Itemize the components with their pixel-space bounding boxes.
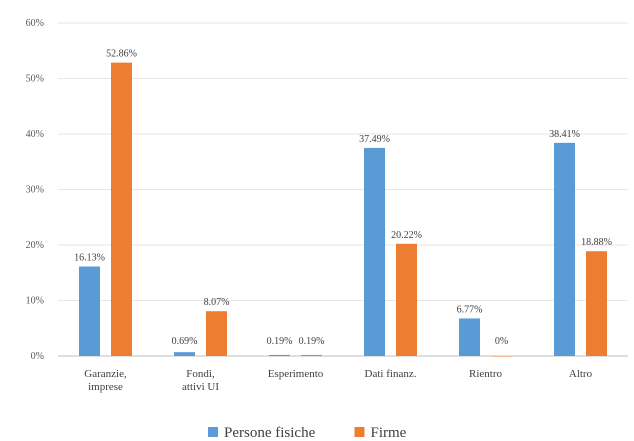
y-tick-label: 0% — [31, 351, 44, 362]
x-axis-categories: Garanzie, imprese Fondi, attivi UI Esperimen… — [84, 368, 592, 393]
x-category-line: Altro — [569, 368, 593, 380]
bar — [396, 243, 417, 356]
y-tick-label: 10% — [26, 296, 44, 307]
data-label: 18.88% — [581, 237, 612, 248]
y-tick-label: 50% — [26, 74, 44, 85]
data-label: 20.22% — [391, 230, 422, 241]
bar — [364, 147, 385, 356]
data-label: 0.19% — [267, 336, 293, 347]
legend-label: Firme — [371, 425, 407, 441]
bar — [586, 251, 607, 356]
bar — [206, 311, 227, 356]
y-axis-ticks: 0% 10% 20% 30% 40% 50% 60% — [26, 18, 44, 362]
data-label: 0.69% — [172, 336, 198, 347]
y-tick-label: 20% — [26, 240, 44, 251]
x-category-label: Fondi, attivi UI — [182, 368, 219, 393]
legend-swatch — [208, 427, 218, 437]
data-label: 16.13% — [74, 252, 105, 263]
legend: Persone fisiche Firme — [208, 425, 407, 441]
legend-swatch — [354, 427, 365, 437]
bar — [269, 354, 290, 356]
data-label: 6.77% — [457, 304, 483, 315]
data-labels: 16.13% 52.86% 0.69% 8.07% 0.19% 0.19% 37.49% 20… — [74, 49, 612, 347]
y-tick-label: 30% — [26, 185, 44, 196]
x-category-line: Rientro — [469, 368, 502, 380]
bar — [301, 354, 322, 356]
x-category-label: Rientro — [469, 368, 502, 380]
x-category-line: Esperimento — [268, 368, 324, 380]
bar — [111, 62, 132, 356]
gridlines — [58, 22, 628, 357]
data-label: 0% — [495, 336, 508, 347]
y-tick-label: 60% — [26, 18, 44, 29]
bar — [79, 266, 100, 356]
data-label: 38.41% — [549, 129, 580, 140]
bar — [174, 352, 195, 356]
x-category-label: Garanzie, imprese — [84, 368, 127, 393]
x-category-line: Dati finanz. — [365, 368, 417, 380]
legend-label: Persone fisiche — [224, 425, 316, 441]
bar — [554, 142, 575, 356]
bar — [459, 318, 480, 356]
x-category-line: attivi UI — [182, 381, 219, 393]
bar — [491, 356, 512, 357]
x-category-line: Fondi, — [186, 368, 215, 380]
x-category-line: Garanzie, — [84, 368, 127, 380]
data-label: 37.49% — [359, 134, 390, 145]
data-label: 52.86% — [106, 49, 137, 60]
data-label: 8.07% — [204, 297, 230, 308]
x-category-line: imprese — [88, 381, 123, 393]
x-category-label: Altro — [569, 368, 593, 380]
x-category-label: Esperimento — [268, 368, 324, 380]
bars — [79, 62, 607, 357]
y-tick-label: 40% — [26, 129, 44, 140]
data-label: 0.19% — [299, 336, 325, 347]
x-category-label: Dati finanz. — [365, 368, 417, 380]
